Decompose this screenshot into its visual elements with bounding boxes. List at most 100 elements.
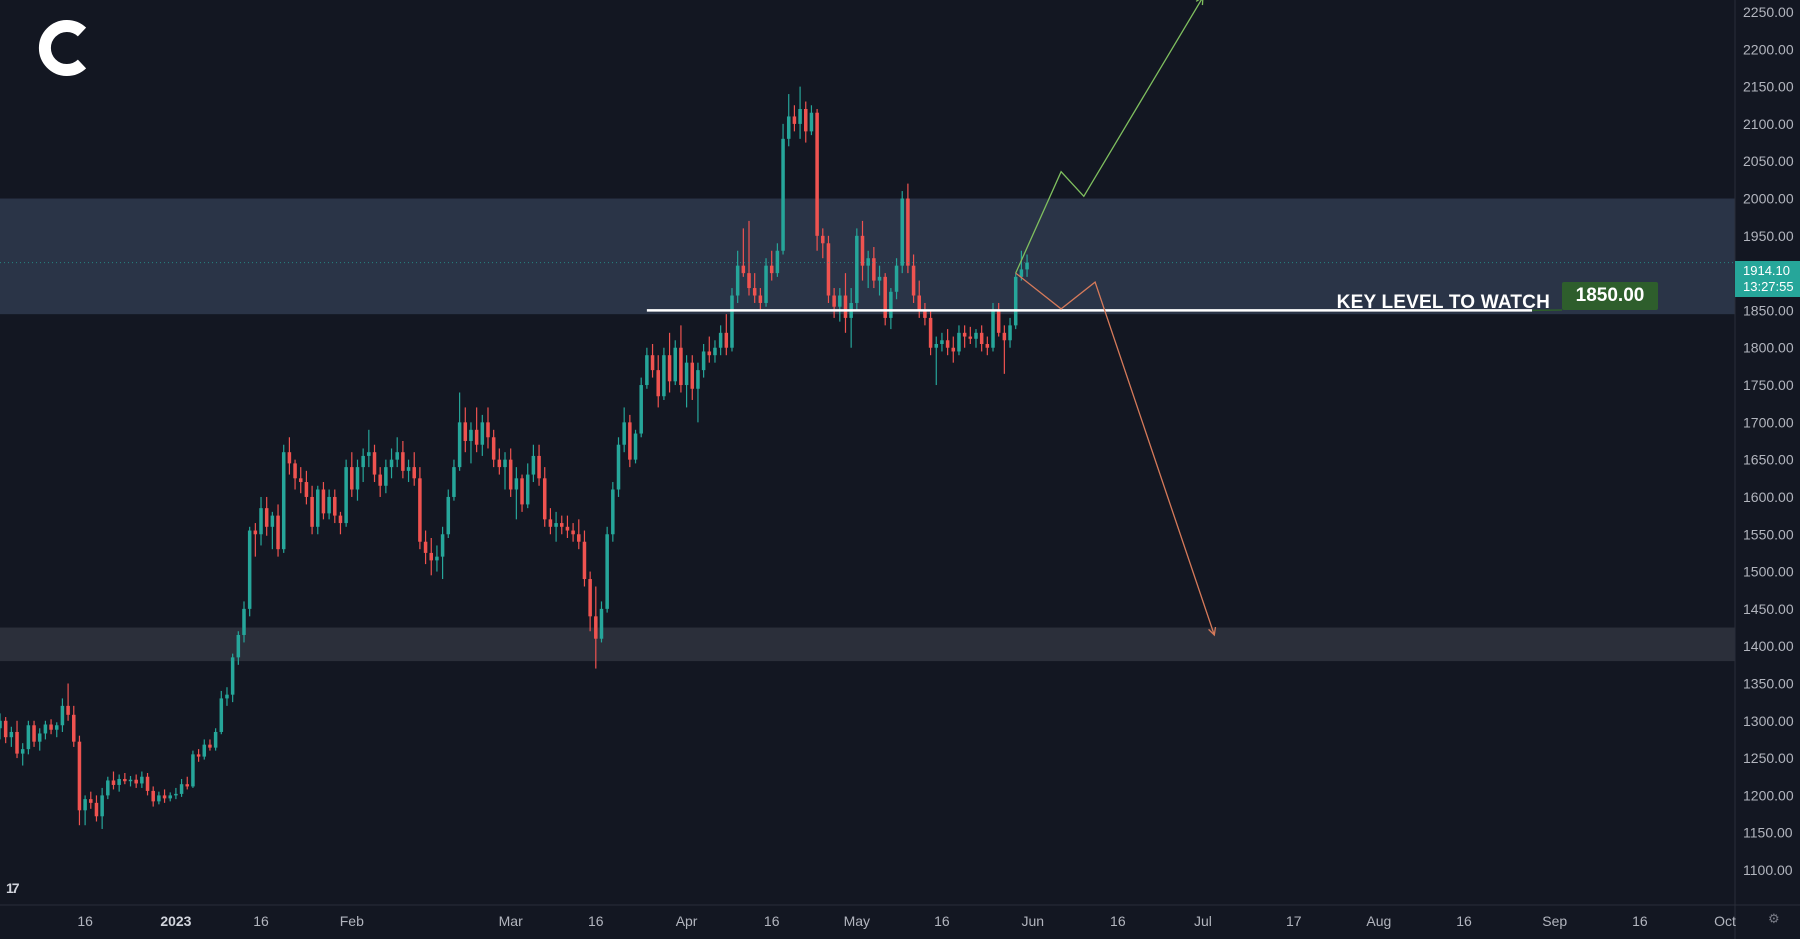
candle-body (662, 355, 666, 397)
y-tick-label: 2000.00 (1743, 191, 1794, 207)
candle (89, 791, 93, 809)
candle-body (321, 489, 326, 514)
candle-body (338, 515, 343, 524)
candle-body (611, 489, 615, 535)
candle-body (83, 799, 87, 811)
y-tick-label: 1100.00 (1743, 862, 1793, 878)
x-tick-label: Jun (1021, 913, 1044, 929)
candle-body (350, 467, 354, 490)
candle (508, 448, 513, 497)
candle (140, 771, 144, 788)
candle (531, 444, 536, 483)
candle (957, 325, 961, 356)
candle-body (49, 724, 53, 730)
x-tick-label: 16 (1110, 913, 1126, 929)
candle-body (582, 541, 587, 580)
candle (179, 778, 184, 797)
candle (645, 347, 649, 389)
candle-body (707, 351, 712, 356)
candle-body (100, 795, 104, 817)
candle-body (594, 616, 598, 639)
candle-body (713, 347, 717, 356)
candle (378, 467, 382, 497)
candle-body (843, 295, 848, 318)
candle (253, 523, 258, 557)
candle-body (577, 534, 581, 542)
candle-body (310, 496, 314, 527)
candle-body (656, 370, 660, 397)
candle (588, 571, 592, 632)
candle-body (866, 258, 870, 266)
candle-body (196, 754, 201, 757)
candle (457, 392, 462, 471)
scenario-paths (1015, 0, 1217, 637)
candle-body (815, 112, 819, 236)
candle (287, 437, 292, 475)
candle-body (225, 694, 229, 699)
candle-body (72, 714, 76, 742)
candle-body (730, 295, 734, 348)
candle (236, 631, 241, 665)
candle (741, 228, 746, 277)
candle-body (0, 720, 2, 729)
candle (764, 258, 768, 307)
candle (537, 444, 541, 486)
candle-body (355, 467, 360, 490)
y-tick-label: 2200.00 (1743, 41, 1794, 57)
candle-body (650, 355, 655, 371)
candle-body (32, 725, 36, 742)
candle (826, 235, 831, 303)
candle-body (259, 508, 263, 535)
candle-body (37, 733, 42, 742)
candle (815, 108, 819, 251)
candle (117, 774, 121, 792)
candle (979, 325, 984, 352)
candle (656, 355, 660, 408)
candle (225, 687, 229, 706)
candle (605, 526, 609, 613)
candle-body (985, 344, 990, 348)
x-tick-label: 17 (1286, 913, 1302, 929)
candle (786, 94, 791, 147)
x-tick-label: 16 (764, 913, 780, 929)
candle-body (412, 467, 416, 479)
candle-body (957, 332, 961, 352)
candle (611, 482, 615, 542)
x-tick-label: 16 (1632, 913, 1648, 929)
candle-body (696, 370, 700, 389)
candle-body (622, 422, 626, 445)
candle-body (690, 362, 695, 389)
candle-body (951, 347, 956, 352)
candle (100, 787, 104, 829)
y-tick-label: 1950.00 (1743, 228, 1794, 244)
candle (338, 511, 343, 535)
candle-body (605, 534, 609, 609)
candle (798, 86, 802, 139)
candle (474, 407, 479, 453)
candle (832, 288, 836, 318)
candle (276, 504, 280, 557)
candle (775, 243, 780, 277)
candle (707, 336, 712, 363)
candle (679, 325, 683, 393)
candle (855, 228, 859, 311)
candle-body (645, 355, 649, 386)
candle-body (809, 112, 814, 132)
candle (384, 459, 388, 494)
candle-body (367, 452, 371, 456)
settings-gear-icon[interactable]: ⚙ (1768, 912, 1780, 927)
candle (15, 720, 19, 759)
candle-body (679, 347, 683, 386)
scenario-path-0 (1015, 0, 1203, 274)
last-price-value: 1914.10 (1743, 263, 1790, 278)
candle-body (469, 429, 473, 441)
candle (168, 792, 172, 802)
x-tick-label: Apr (676, 913, 698, 929)
candle-body (54, 725, 59, 730)
candle (520, 474, 524, 512)
candle (616, 437, 621, 497)
candle (242, 601, 246, 643)
candle-body (60, 705, 65, 726)
key-level-badge: 1850.00 (1562, 282, 1658, 310)
